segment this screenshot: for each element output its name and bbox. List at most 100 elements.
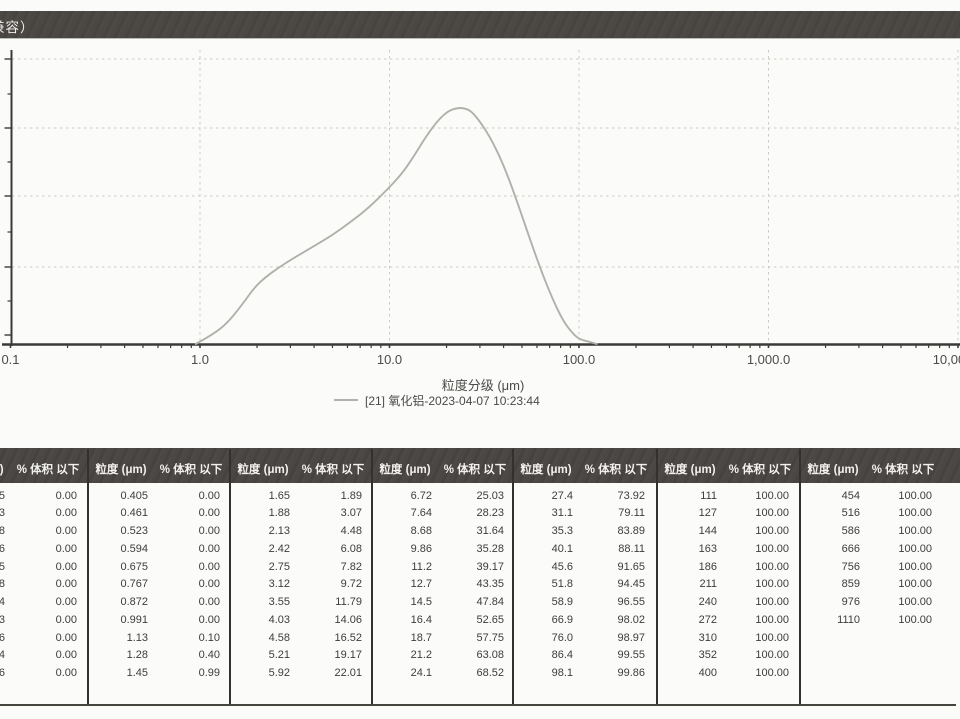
table-cell-size: 400 <box>698 667 717 679</box>
table-cell-size: 0.675 <box>120 560 148 573</box>
table-cell-pct: 28.23 <box>476 507 504 520</box>
table-cell-size: 51.8 <box>551 578 573 591</box>
table-cell-pct: 0.00 <box>198 578 220 591</box>
table-cell-size: 2.13 <box>268 525 290 537</box>
table-cell-size: 0.356 <box>0 667 5 679</box>
table-cell-pct: 96.55 <box>617 596 645 608</box>
table-cell-pct: 0.00 <box>55 525 77 537</box>
table-cell-size: 240 <box>698 596 717 608</box>
table-cell-pct: 79.11 <box>618 507 645 520</box>
x-tick-label: 1,000.0 <box>746 352 791 367</box>
table-cell-size: 0.405 <box>120 489 148 502</box>
table-cell-size: 76.0 <box>551 631 573 644</box>
table-cell-pct: 83.89 <box>617 525 645 537</box>
table-cell-size: 0.523 <box>120 525 148 537</box>
table-cell-pct: 14.06 <box>334 613 362 626</box>
table-cell-size: 45.6 <box>551 560 573 573</box>
table-cell-pct: 100.00 <box>898 560 932 573</box>
table-cell-size: 127 <box>698 507 717 520</box>
table-cell-pct: 16.52 <box>334 631 362 644</box>
table-cell-pct: 0.00 <box>55 667 77 679</box>
table-cell-size: 12.7 <box>410 578 432 591</box>
table-col-separator <box>87 449 90 706</box>
table-cell-size: 1.65 <box>268 489 290 502</box>
chart-legend: [21] 氧化铝-2023-04-07 10:23:44 <box>334 392 540 408</box>
table-cell-size: 0.0995 <box>0 489 5 502</box>
table-cell-pct: 98.97 <box>617 631 645 644</box>
table-cell-size: 16.4 <box>410 613 432 626</box>
table-cell-size: 0.276 <box>0 631 5 644</box>
table-cell-pct: 99.86 <box>617 667 645 679</box>
table-cell-size: 5.21 <box>268 649 290 662</box>
table-cell-pct: 98.02 <box>617 613 645 626</box>
table-cell-pct: 11.79 <box>335 596 362 608</box>
table-cell-pct: 3.07 <box>340 507 362 520</box>
table-cell-pct: 99.55 <box>617 649 645 662</box>
table-col-separator <box>229 449 232 706</box>
table-cell-pct: 0.00 <box>198 560 220 573</box>
table-cell-pct: 0.00 <box>55 613 77 626</box>
table-col-separator <box>371 449 374 706</box>
legend-line-swatch-icon <box>334 398 358 402</box>
table-cell-pct: 0.99 <box>198 667 220 679</box>
table-cell-pct: 25.03 <box>476 489 504 502</box>
table-cell-pct: 9.72 <box>340 578 362 591</box>
table-cell-pct: 0.00 <box>198 542 220 555</box>
x-tick-label: 0.1 <box>1 352 20 367</box>
table-cell-pct: 0.00 <box>55 560 77 573</box>
table-cell-pct: 0.00 <box>55 649 77 662</box>
table-cell-pct: 19.17 <box>334 649 362 662</box>
table-cell-pct: 68.52 <box>476 667 504 679</box>
table-bottom-border <box>0 704 956 706</box>
table-cell-pct: 0.00 <box>198 489 220 502</box>
table-cell-pct: 47.84 <box>476 596 504 608</box>
table-cell-pct: 0.00 <box>198 596 220 608</box>
table-cell-size: 7.64 <box>410 507 432 520</box>
table-col-separator <box>799 449 802 706</box>
table-cell-pct: 100.00 <box>755 525 789 537</box>
table-cell-size: 144 <box>698 525 717 537</box>
table-cell-pct: 1.89 <box>340 489 362 502</box>
table-cell-size: 14.5 <box>410 596 432 608</box>
table-cell-size: 18.7 <box>410 631 432 644</box>
table-cell-size: 0.214 <box>0 596 5 608</box>
table-cell-pct: 88.11 <box>618 542 645 555</box>
x-tick-label: 100.0 <box>562 352 596 367</box>
table-cell-pct: 31.64 <box>476 525 504 537</box>
table-cell-size: 4.03 <box>268 613 290 626</box>
table-cell-size: 1.45 <box>126 667 148 679</box>
table-cell-pct: 100.00 <box>755 542 789 555</box>
table-cell-size: 5.92 <box>268 667 290 679</box>
particle-size-chart: 0.1 1.0 10.0 100.0 1,000.0 10,000.0 粒度分级 (μm)… <box>0 38 960 448</box>
table-cell-size: 4.58 <box>268 631 290 644</box>
table-cell-size: 35.3 <box>551 525 573 537</box>
distribution-curve <box>194 107 598 345</box>
table-cell-pct: 100.00 <box>755 613 789 626</box>
x-axis-title: 粒度分级 (μm) <box>441 378 525 393</box>
table-cell-size: 66.9 <box>551 613 573 626</box>
table-cell-size: 2.75 <box>268 560 290 573</box>
table-cell-size: 0.314 <box>0 649 5 662</box>
table-cell-size: 186 <box>698 560 717 573</box>
table-cell-pct: 0.00 <box>198 613 220 626</box>
table-col-separator <box>512 449 515 706</box>
table-header-pct: % 体积 以下 <box>443 464 507 476</box>
table-cell-size: 9.86 <box>410 542 432 555</box>
table-cell-size: 666 <box>841 542 860 555</box>
table-cell-size: 1110 <box>837 613 860 626</box>
table-cell-pct: 0.00 <box>198 525 220 537</box>
table-cell-size: 756 <box>841 560 860 573</box>
table-cell-pct: 0.00 <box>55 542 77 555</box>
x-tick-label: 1.0 <box>190 352 210 367</box>
table-cell-pct: 0.40 <box>198 649 220 662</box>
table-cell-size: 310 <box>698 631 717 644</box>
table-cell-pct: 0.00 <box>55 489 77 502</box>
table-cell-size: 0.461 <box>120 507 148 520</box>
table-cell-pct: 0.00 <box>55 631 77 644</box>
table-cell-size: 3.12 <box>268 578 290 591</box>
table-cell-size: 21.2 <box>410 649 432 662</box>
table-cell-size: 40.1 <box>551 542 573 555</box>
table-cell-size: 0.165 <box>0 560 5 573</box>
table-cell-size: 3.55 <box>268 596 290 608</box>
